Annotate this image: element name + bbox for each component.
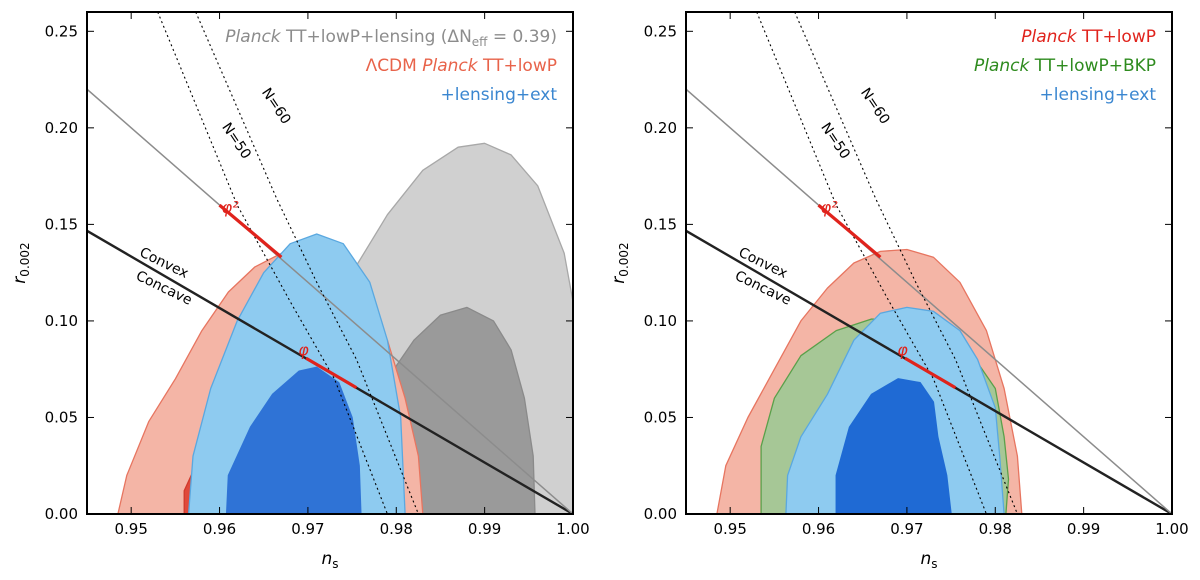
left-legend-entry-0: Planck TT+lowP+lensing (ΔNeff = 0.39) <box>225 27 557 49</box>
left-annotation-4: φ² <box>222 198 240 217</box>
left-legend-entry-1: ΛCDM Planck TT+lowP <box>366 56 557 76</box>
right-legend-entry-2: +lensing+ext <box>1040 85 1157 105</box>
right-ytick-label-2: 0.10 <box>644 312 677 330</box>
right-ytick-label-3: 0.15 <box>644 215 677 233</box>
left-line-4 <box>218 203 283 259</box>
right-annotation-5: φ <box>897 341 908 360</box>
left-contour-5 <box>225 366 362 514</box>
left-ytick-label-3: 0.15 <box>45 215 78 233</box>
left-ytick-label-5: 0.25 <box>45 22 78 40</box>
left-ytick-label-1: 0.05 <box>45 408 78 426</box>
right-legend-entry-1: Planck TT+lowP+BKP <box>974 56 1156 76</box>
left-ytick-label-4: 0.20 <box>45 119 78 137</box>
left-line-1 <box>87 88 573 514</box>
left-xtick-label-5: 1.00 <box>556 520 589 538</box>
left-line-3 <box>195 12 419 514</box>
right-line-4 <box>817 203 882 259</box>
right-ylabel: r0.002 <box>609 242 631 283</box>
right-line-3 <box>794 12 1018 514</box>
left-ylabel: r0.002 <box>10 242 32 283</box>
right-ytick-label-1: 0.05 <box>644 408 677 426</box>
left-xlabel: ns <box>321 549 338 571</box>
right-annotation-0: N=60 <box>857 85 893 127</box>
left-xtick-label-2: 0.97 <box>291 520 324 538</box>
right-line-2 <box>756 12 987 514</box>
right-axes-frame <box>685 11 1173 515</box>
left-annotation-0: N=60 <box>258 85 294 127</box>
right-ytick-label-4: 0.20 <box>644 119 677 137</box>
right-line-5 <box>904 356 957 390</box>
left-annotation-1: N=50 <box>218 120 254 162</box>
right-xlabel: ns <box>920 549 937 571</box>
right-ytick-label-5: 0.25 <box>644 22 677 40</box>
right-xtick-label-4: 0.99 <box>1067 520 1100 538</box>
right-annotation-4: φ² <box>821 198 839 217</box>
left-annotation-5: φ <box>298 341 309 360</box>
right-annotation-1: N=50 <box>817 120 853 162</box>
left-xtick-label-1: 0.96 <box>203 520 236 538</box>
right-contour-4 <box>835 378 952 514</box>
left-xtick-label-3: 0.98 <box>380 520 413 538</box>
right-xtick-label-5: 1.00 <box>1155 520 1188 538</box>
right-xtick-label-3: 0.98 <box>979 520 1012 538</box>
right-line-1 <box>686 88 1172 514</box>
right-xtick-label-2: 0.97 <box>890 520 923 538</box>
left-ytick-label-0: 0.00 <box>45 505 78 523</box>
right-legend-entry-0: Planck TT+lowP <box>1021 27 1156 47</box>
left-legend-entry-2: +lensing+ext <box>441 85 558 105</box>
right-ytick-label-0: 0.00 <box>644 505 677 523</box>
left-xtick-label-4: 0.99 <box>468 520 501 538</box>
right-xtick-label-1: 0.96 <box>802 520 835 538</box>
left-line-5 <box>305 356 358 390</box>
left-ytick-label-2: 0.10 <box>45 312 78 330</box>
right-xtick-label-0: 0.95 <box>713 520 746 538</box>
left-axes-frame <box>86 11 574 515</box>
left-line-2 <box>157 12 388 514</box>
left-xtick-label-0: 0.95 <box>114 520 147 538</box>
